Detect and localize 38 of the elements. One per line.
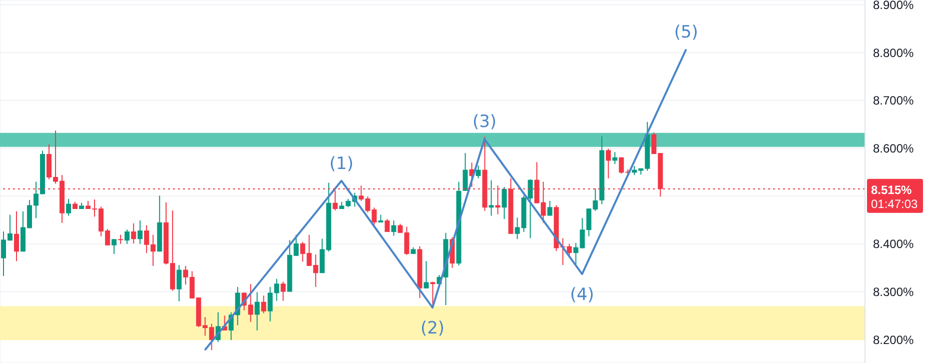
- candlestick: [384, 218, 390, 232]
- annotation: (1): [329, 154, 354, 174]
- candlestick: [131, 222, 136, 244]
- candlestick: [476, 164, 481, 179]
- candlestick: [280, 281, 286, 302]
- line-series: [204, 48, 688, 352]
- candlestick: [112, 238, 117, 254]
- y-tick-label: 8.300%: [873, 285, 914, 299]
- candlestick: [612, 152, 618, 165]
- candlestick: [488, 180, 494, 216]
- candlestick: [502, 186, 507, 220]
- candlestick: [261, 295, 266, 314]
- candlestick: [14, 210, 20, 262]
- candlestick: [462, 152, 468, 192]
- candlestick: [254, 292, 260, 331]
- y-tick-label: 8.900%: [873, 0, 914, 12]
- annotation: (3): [472, 112, 497, 132]
- y-tick-label: 8.200%: [873, 332, 914, 347]
- text: 01:47:03: [871, 196, 918, 211]
- y-tick-label: 8.400%: [873, 237, 914, 252]
- candlestick: [547, 200, 552, 216]
- candlestick: [124, 229, 130, 244]
- candlestick: [138, 220, 143, 244]
- ref-line-label: 8.515%: [871, 182, 912, 197]
- annotation: (4): [570, 285, 594, 306]
- y-tick-label: 8.600%: [873, 142, 914, 156]
- annotation: (5): [674, 22, 698, 42]
- y-tick-label: 8.700%: [873, 94, 914, 108]
- y-tick-label: 8.800%: [873, 46, 914, 60]
- annotation: (2): [420, 318, 445, 339]
- candlestick: [606, 148, 611, 179]
- candlestick: [430, 281, 436, 308]
- candlestick: [391, 220, 396, 236]
- candlestick: [66, 198, 72, 216]
- candlestick: [176, 264, 182, 302]
- candlestick: [424, 260, 429, 289]
- candlestick: [118, 234, 124, 244]
- candlestick: [528, 178, 533, 239]
